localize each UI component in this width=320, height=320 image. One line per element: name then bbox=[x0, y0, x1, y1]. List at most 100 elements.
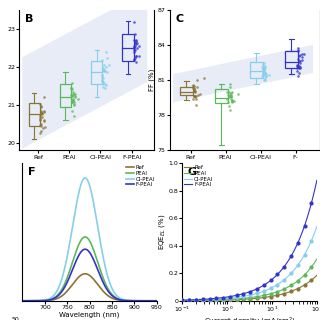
Point bbox=[262, 65, 268, 70]
Point bbox=[101, 67, 106, 72]
F-PEAI bbox=[20, 299, 24, 303]
Legend: Ref, PEAI, Cl-PEAI, F-PEAI: Ref, PEAI, Cl-PEAI, F-PEAI bbox=[125, 164, 156, 188]
Point bbox=[69, 81, 74, 86]
Point bbox=[296, 74, 301, 79]
Point bbox=[191, 84, 196, 89]
Line: PEAI: PEAI bbox=[22, 237, 157, 301]
Point bbox=[297, 52, 302, 57]
F-PEAI bbox=[315, 179, 319, 182]
PEAI bbox=[304, 271, 308, 275]
Point bbox=[228, 94, 233, 99]
Point bbox=[295, 46, 300, 51]
Text: B: B bbox=[25, 14, 33, 24]
Point bbox=[228, 93, 234, 98]
PEAI bbox=[21, 299, 25, 303]
Point bbox=[193, 88, 198, 93]
Point bbox=[70, 98, 75, 103]
Point bbox=[76, 97, 81, 102]
Polygon shape bbox=[22, 0, 147, 148]
F-PEAI bbox=[100, 279, 104, 283]
Point bbox=[192, 94, 197, 100]
Point bbox=[134, 41, 139, 46]
Y-axis label: EQE$_{EL}$ (%): EQE$_{EL}$ (%) bbox=[157, 214, 167, 250]
Point bbox=[235, 91, 240, 96]
Point bbox=[260, 73, 265, 78]
F-PEAI bbox=[212, 297, 216, 300]
Point bbox=[226, 103, 231, 108]
Text: F: F bbox=[28, 167, 35, 177]
Point bbox=[229, 96, 234, 101]
Ref bbox=[100, 288, 104, 292]
F-PEAI bbox=[180, 298, 184, 302]
Point bbox=[296, 54, 301, 59]
Ref bbox=[180, 299, 184, 303]
Point bbox=[38, 123, 44, 128]
Point bbox=[102, 62, 107, 68]
Point bbox=[261, 72, 267, 77]
Point bbox=[191, 86, 196, 92]
Point bbox=[134, 46, 139, 51]
Point bbox=[41, 118, 46, 124]
Y-axis label: FF (%): FF (%) bbox=[148, 69, 155, 91]
Point bbox=[38, 122, 44, 127]
Ref bbox=[103, 291, 107, 295]
Point bbox=[133, 39, 138, 44]
Point bbox=[72, 100, 77, 105]
Point bbox=[262, 77, 267, 83]
Point bbox=[190, 86, 196, 91]
Point bbox=[191, 93, 196, 99]
Point bbox=[41, 94, 46, 99]
Point bbox=[68, 85, 74, 91]
Point bbox=[42, 110, 47, 115]
Point bbox=[191, 82, 196, 87]
F-PEAI bbox=[308, 206, 312, 210]
X-axis label: Current density (mA/cm$^2$): Current density (mA/cm$^2$) bbox=[204, 316, 295, 320]
PEAI bbox=[20, 299, 24, 303]
Point bbox=[191, 84, 196, 89]
Point bbox=[295, 68, 300, 74]
Point bbox=[230, 98, 235, 103]
Point bbox=[295, 48, 300, 53]
Point bbox=[101, 67, 107, 72]
Point bbox=[296, 65, 301, 70]
Point bbox=[38, 105, 44, 110]
Point bbox=[264, 74, 269, 79]
Point bbox=[133, 60, 139, 65]
Point bbox=[300, 58, 305, 63]
Point bbox=[263, 73, 268, 78]
Point bbox=[106, 62, 111, 67]
Ref bbox=[155, 299, 159, 303]
Ref bbox=[212, 299, 216, 302]
Point bbox=[190, 97, 195, 102]
Point bbox=[298, 65, 303, 70]
F-PEAI bbox=[155, 299, 159, 303]
Cl-PEAI bbox=[315, 225, 319, 229]
Point bbox=[133, 53, 138, 59]
Point bbox=[132, 45, 137, 50]
Point bbox=[39, 108, 44, 113]
Point bbox=[133, 44, 138, 49]
Point bbox=[191, 88, 196, 93]
Cl-PEAI bbox=[250, 293, 253, 297]
PEAI bbox=[84, 235, 87, 239]
Point bbox=[296, 63, 301, 68]
Point bbox=[132, 55, 137, 60]
Point bbox=[39, 115, 44, 120]
Point bbox=[38, 110, 44, 115]
Point bbox=[103, 49, 108, 54]
Point bbox=[37, 116, 43, 121]
Ref bbox=[101, 289, 105, 293]
Point bbox=[226, 99, 231, 104]
Point bbox=[101, 79, 106, 84]
Point bbox=[38, 113, 43, 118]
Point bbox=[262, 63, 267, 68]
PEAI bbox=[308, 267, 312, 271]
Point bbox=[38, 115, 43, 120]
Point bbox=[193, 94, 198, 99]
Point bbox=[102, 69, 107, 74]
Cl-PEAI bbox=[103, 264, 107, 268]
Point bbox=[103, 85, 108, 90]
Cl-PEAI bbox=[260, 290, 264, 293]
Cl-PEAI bbox=[100, 252, 104, 255]
Point bbox=[295, 63, 300, 68]
